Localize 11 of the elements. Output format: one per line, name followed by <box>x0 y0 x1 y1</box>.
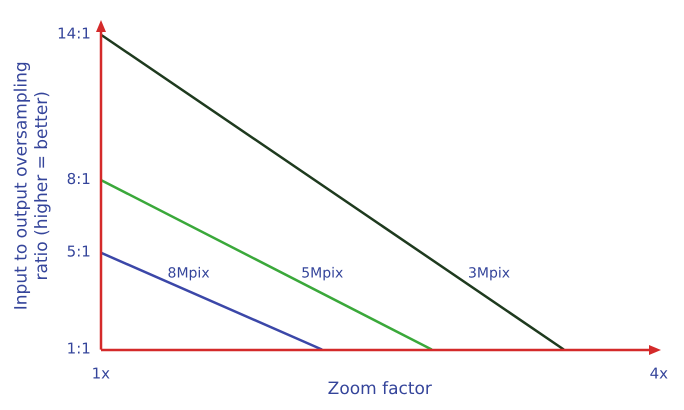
text: 1:1 <box>66 339 91 358</box>
text: 8:1 <box>66 170 91 188</box>
series-label: 3Mpix <box>468 266 510 282</box>
series-label: 5Mpix <box>301 266 344 282</box>
x-tick-label: 4x <box>650 364 668 382</box>
series-label: 8Mpix <box>168 266 210 282</box>
text: 14:1 <box>57 24 91 42</box>
x-tick-label: 1x <box>92 364 110 382</box>
x-axis-title: Zoom factor <box>328 379 432 400</box>
y-axis-title: Input to output oversampling ratio (higher = better) <box>12 61 52 310</box>
text: 5:1 <box>66 242 91 261</box>
